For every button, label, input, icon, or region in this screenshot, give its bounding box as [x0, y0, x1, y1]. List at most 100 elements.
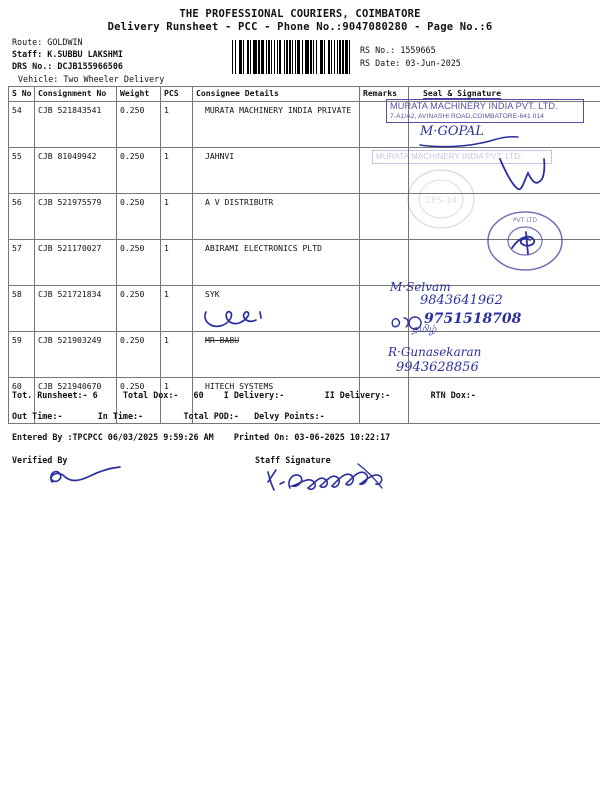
- table-row: 56 CJB 521975579 0.250 1 A V DISTRIBUTR: [8, 193, 600, 240]
- signature-staff: [262, 462, 412, 498]
- cell-remarks: [359, 239, 409, 286]
- consignee-name: JAHNVI: [205, 151, 235, 161]
- stamp-line-2: 7-A1/A2, AVINASHI ROAD,COIMBATORE-641 01…: [390, 112, 544, 120]
- cell-consignment-no: CJB 521975579: [34, 193, 117, 240]
- consignee-name: MR BABU: [205, 335, 240, 345]
- runsheet-table: S No Consignment No Weight PCS Consignee…: [8, 86, 600, 424]
- col-pcs: PCS: [160, 86, 193, 102]
- i-delivery: I Delivery:-: [223, 390, 285, 400]
- consignee-name: ABIRAMI ELECTRONICS PLTD: [205, 243, 322, 253]
- consignee-name: HITECH SYSTEMS: [205, 381, 274, 391]
- cell-weight: 0.250: [116, 193, 161, 240]
- cell-consignee-details: SYK: [192, 285, 360, 332]
- cell-weight: 0.250: [116, 239, 161, 286]
- staff-value: K.SUBBU LAKSHMI: [47, 49, 123, 60]
- cell-pcs: 1: [160, 193, 193, 240]
- verified-by-label: Verified By: [12, 455, 68, 465]
- rs-no: RS No.: 1559665: [360, 45, 436, 55]
- document-subtitle: Delivery Runsheet - PCC - Phone No.:9047…: [107, 21, 493, 33]
- col-consignee-details: Consignee Details: [192, 86, 360, 102]
- faint-stamp-line-1: MURATA MACHINERY INDIA PVT. LTD.: [376, 152, 523, 161]
- cell-weight: 0.250: [116, 285, 161, 332]
- cell-consignee-details: MURATA MACHINERY INDIA PRIVATE: [192, 101, 360, 148]
- handwriting-name-row-60: R·Gunasekaran: [388, 345, 482, 359]
- rs-date: RS Date: 03-Jun-2025: [360, 58, 461, 68]
- vehicle-label: Vehicle:: [18, 73, 64, 84]
- drs-value: DCJB155966506: [57, 61, 123, 72]
- cell-pcs: 1: [160, 147, 193, 194]
- vehicle-field: Vehicle: Two Wheeler Delivery: [12, 73, 164, 85]
- col-s-no: S No: [8, 86, 35, 102]
- cell-pcs: 1: [160, 331, 193, 378]
- printed-on: Printed On: 03-06-2025 10:22:17: [233, 432, 391, 442]
- cell-consignment-no: CJB 521843541: [34, 101, 117, 148]
- delvy-points: Delvy Points:-: [254, 411, 325, 421]
- table-row: 60 CJB 521940670 0.250 1 HITECH SYSTEMS: [8, 377, 600, 424]
- cell-s-no: 58: [8, 285, 35, 332]
- cell-seal-signature: [408, 193, 600, 240]
- company-title: THE PROFESSIONAL COURIERS, COIMBATORE: [179, 8, 421, 20]
- barcode: [232, 40, 352, 74]
- route-label: Route:: [12, 37, 48, 47]
- cell-s-no: 56: [8, 193, 35, 240]
- table-row: 59 CJB 521903249 0.250 1 MR BABU: [8, 331, 600, 378]
- times-row: Out Time:- In Time:- Total POD:- Delvy P…: [12, 411, 325, 421]
- consignee-name: MURATA MACHINERY INDIA PRIVATE: [205, 105, 352, 115]
- out-time: Out Time:-: [12, 411, 63, 421]
- cell-seal-signature: [408, 377, 600, 424]
- cell-consignee-details: HITECH SYSTEMS: [192, 377, 360, 424]
- rtn-dox: RTN Dox:-: [430, 390, 476, 400]
- cell-consignment-no: CJB 521170027: [34, 239, 117, 286]
- cell-consignment-no: CJB 521903249: [34, 331, 117, 378]
- cell-consignee-details: A V DISTRIBUTR: [192, 193, 360, 240]
- total-dox: Total Dox:- 60: [122, 390, 204, 400]
- cell-remarks: [359, 193, 409, 240]
- header-meta-right: RS No.: 1559665 RS Date: 03-Jun-2025: [360, 44, 461, 70]
- cell-pcs: 1: [160, 101, 193, 148]
- consignee-name: A V DISTRIBUTR: [205, 197, 274, 207]
- handwriting-phone-row-60: 9943628856: [396, 360, 479, 375]
- faint-company-stamp: MURATA MACHINERY INDIA PVT. LTD.: [372, 150, 552, 164]
- staff-field: Staff: K.SUBBU LAKSHMI: [12, 48, 164, 60]
- cell-consignment-no: CJB 521940670: [34, 377, 117, 424]
- cell-weight: 0.250: [116, 147, 161, 194]
- col-seal-signature-label: Seal & Signature: [423, 88, 501, 99]
- table-header-row: S No Consignment No Weight PCS Consignee…: [8, 86, 600, 102]
- cell-s-no: 57: [8, 239, 35, 286]
- drs-field: DRS No.: DCJB155966506: [12, 60, 164, 72]
- cell-pcs: 1: [160, 377, 193, 424]
- cell-consignment-no: CJB 81049942: [34, 147, 117, 194]
- cell-s-no: 54: [8, 101, 35, 148]
- signature-gopal: M·GOPAL: [420, 124, 485, 139]
- col-consignment-no: Consignment No: [34, 86, 117, 102]
- cell-weight: 0.250: [116, 331, 161, 378]
- cell-consignment-no: CJB 521721834: [34, 285, 117, 332]
- signature-verified-by: [42, 464, 132, 492]
- handwriting-name-row-58: M·Selvam: [390, 280, 451, 294]
- cell-weight: 0.250: [116, 377, 161, 424]
- handwriting-phone-row-59: 9751518708: [424, 311, 522, 327]
- handwriting-phone-row-58: 9843641962: [420, 293, 503, 308]
- staff-label: Staff:: [12, 49, 48, 60]
- cell-s-no: 55: [8, 147, 35, 194]
- stamp-line-1: MURATA MACHINERY INDIA PVT. LTD.: [390, 101, 558, 111]
- tot-runsheet: Tot. Runsheet:- 6: [12, 390, 98, 400]
- table-row: 57 CJB 521170027 0.250 1 ABIRAMI ELECTRONICS…: [8, 239, 600, 286]
- vehicle-value: Two Wheeler Delivery: [63, 73, 165, 84]
- staff-signature-label: Staff Signature: [255, 455, 331, 465]
- entered-printed-row: Entered By :TPCPCC 06/03/2025 9:59:26 AM…: [12, 432, 390, 442]
- totals-row: Tot. Runsheet:- 6 Total Dox:- 60 I Deliv…: [12, 390, 476, 400]
- cell-s-no: 59: [8, 331, 35, 378]
- total-pod: Total POD:-: [183, 411, 239, 421]
- cell-pcs: 1: [160, 285, 193, 332]
- cell-consignee-details: MR BABU: [192, 331, 360, 378]
- cell-pcs: 1: [160, 239, 193, 286]
- cell-seal-signature: [408, 239, 600, 286]
- ii-delivery: II Delivery:-: [324, 390, 391, 400]
- murata-company-stamp: MURATA MACHINERY INDIA PVT. LTD. 7-A1/A2…: [386, 99, 584, 123]
- cell-consignee-details: ABIRAMI ELECTRONICS PLTD: [192, 239, 360, 286]
- consignee-name: SYK: [205, 289, 220, 299]
- cell-consignee-details: JAHNVI: [192, 147, 360, 194]
- route-value: GOLDWIN: [47, 37, 83, 47]
